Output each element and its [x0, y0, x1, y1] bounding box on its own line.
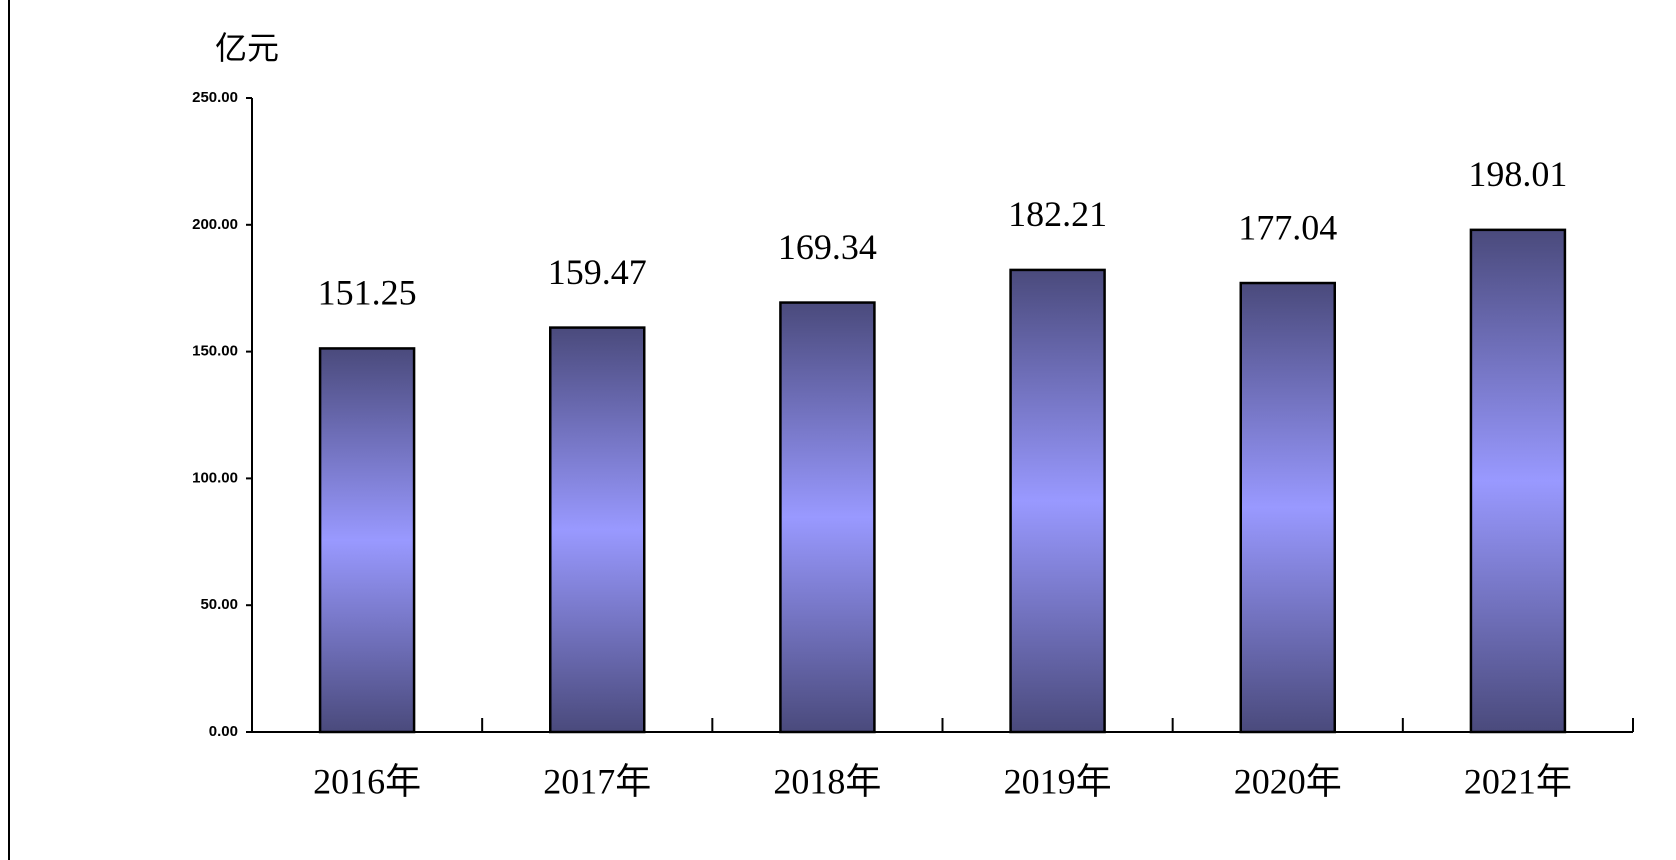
value-label: 198.01 — [1468, 154, 1567, 194]
y-tick-label: 250.00 — [192, 89, 238, 106]
x-tick-label: 2021年 — [1464, 761, 1572, 801]
x-tick-label: 2016年 — [313, 761, 421, 801]
x-tick-label: 2020年 — [1234, 761, 1342, 801]
value-label: 159.47 — [548, 252, 647, 292]
bar — [1239, 281, 1336, 734]
y-tick-label: 100.00 — [192, 469, 238, 486]
y-tick-label: 50.00 — [200, 596, 238, 613]
y-tick-label: 200.00 — [192, 216, 238, 233]
bar — [549, 326, 646, 734]
bar — [1469, 228, 1567, 734]
value-label: 177.04 — [1238, 207, 1337, 247]
y-axis-label: 亿元 — [215, 29, 279, 67]
x-tick-label: 2017年 — [543, 761, 651, 801]
x-tick-label: 2019年 — [1004, 761, 1112, 801]
x-tick-label: 2018年 — [773, 761, 881, 801]
y-tick-label: 150.00 — [192, 343, 238, 360]
bar — [318, 347, 416, 734]
bar — [779, 301, 876, 734]
value-label: 169.34 — [778, 227, 877, 267]
value-label: 182.21 — [1008, 194, 1107, 234]
value-label: 151.25 — [318, 273, 417, 313]
bar — [1009, 268, 1106, 734]
y-tick-label: 0.00 — [209, 723, 238, 740]
